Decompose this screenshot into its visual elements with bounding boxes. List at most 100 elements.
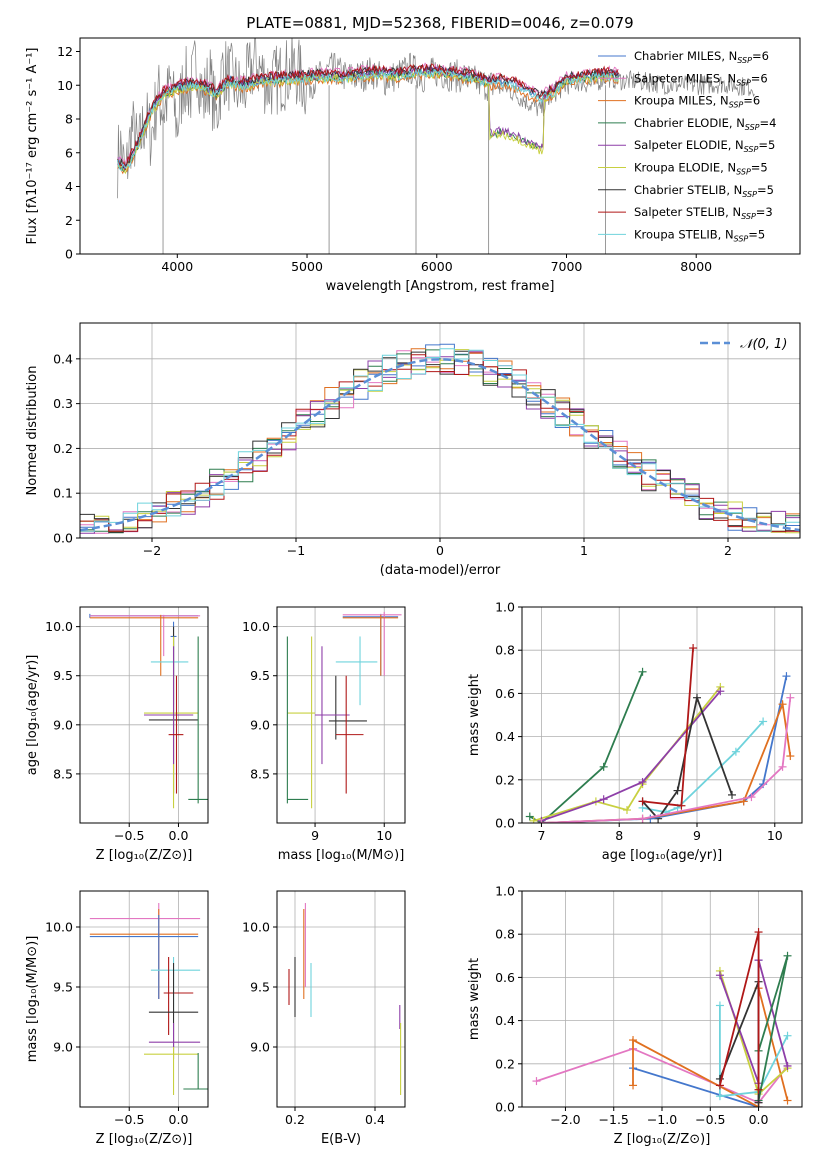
y-tick-label: 4 <box>65 179 73 194</box>
mass-weight-vs-z-grid <box>522 890 802 1108</box>
x-tick-label: −0.5 <box>695 1112 725 1127</box>
legend-entry: Kroupa MILES, NSSP=6 <box>634 94 760 110</box>
y-tick-label: 10 <box>57 78 73 93</box>
y-tick-label: 9.5 <box>250 980 270 995</box>
series-line <box>719 959 789 1084</box>
y-tick-label: 9.0 <box>53 717 73 732</box>
age-vs-mass-frame <box>276 606 406 824</box>
series-line <box>719 981 760 1103</box>
series-line <box>541 690 721 822</box>
x-tick-label: −2 <box>143 543 161 558</box>
y-tick-label: 8 <box>65 112 73 127</box>
spectrum-legend: Chabrier MILES, NSSP=6 Salpeter MILES, NS… <box>598 49 776 243</box>
errorbar-point <box>287 636 316 809</box>
x-tick-label: −1.5 <box>599 1112 629 1127</box>
series-line <box>536 1047 789 1104</box>
y-tick-label: 9.5 <box>250 668 270 683</box>
model-spectrum-line <box>117 63 619 171</box>
panel-mass-weight-vs-z: −2.0 −1.5 −1.0 −0.5 0.0 0.0 0.2 0.4 0.6 0.8 1.0 Z [… <box>467 884 803 1147</box>
mass-weight-vs-age-frame <box>521 606 803 824</box>
errorbar-point <box>183 1053 208 1090</box>
y-axis-label: age [log₁₀(age/yr)] <box>25 655 40 776</box>
x-tick-label: −0.5 <box>114 828 144 843</box>
x-tick-label: 2 <box>724 543 732 558</box>
y-tick-label: 9.5 <box>53 668 73 683</box>
y-tick-label: 0.6 <box>495 970 515 985</box>
series-line <box>642 647 694 807</box>
residuals-legend: 𝒩(0, 1) <box>700 337 787 352</box>
x-axis-label: mass [log₁₀(M/M⊙)] <box>278 848 405 863</box>
mass-weight-vs-z-marks <box>532 928 792 1107</box>
y-axis-label: Flux [fλ10⁻¹⁷ erg cm⁻² s⁻¹ A⁻¹] <box>25 48 40 245</box>
legend-entry: Chabrier STELIB, NSSP=5 <box>634 183 774 199</box>
x-tick-label: 4000 <box>161 259 193 274</box>
errorbar-point <box>335 636 378 706</box>
x-tick-label: −1.0 <box>647 1112 677 1127</box>
y-tick-label: 0.3 <box>53 396 73 411</box>
errorbar-point <box>286 636 309 804</box>
weight-series <box>715 956 792 1088</box>
errorbar-point <box>89 614 201 657</box>
y-tick-label: 0.6 <box>495 686 515 701</box>
legend-entry: Kroupa ELODIE, NSSP=5 <box>634 161 768 177</box>
x-tick-label: 0.0 <box>169 1112 189 1127</box>
panel-age-vs-mass: 9 10 8.5 9.0 9.5 10.0 mass [log₁₀(M/M⊙)] <box>242 606 406 863</box>
errorbar-point <box>148 1023 201 1059</box>
x-tick-label: 1 <box>580 543 588 558</box>
errorbar-point <box>335 675 364 794</box>
errorbar-point <box>342 614 399 676</box>
y-tick-label: 6 <box>65 145 73 160</box>
errorbar-point <box>89 614 199 676</box>
x-tick-label: 0.4 <box>365 1112 385 1127</box>
y-tick-label: 12 <box>57 44 73 59</box>
age-vs-z-grid <box>80 607 208 823</box>
panel-mass-vs-z: −0.5 0.0 9.0 9.5 10.0 Z [log₁₀(Z/Z⊙)] mass [lo… <box>25 890 209 1147</box>
panel-mass-vs-ebv: 0.2 0.4 9.0 9.5 10.0 E(B-V) <box>242 890 406 1147</box>
errorbar-point <box>144 646 194 765</box>
mass-vs-z-marks <box>89 903 208 1095</box>
legend-entry: Salpeter STELIB, NSSP=3 <box>634 205 773 221</box>
model-spectrum-line <box>117 64 619 169</box>
legend-entry: Chabrier ELODIE, NSSP=4 <box>634 116 776 132</box>
errorbar-point <box>89 903 201 999</box>
x-axis-label: (data-model)/error <box>380 563 501 578</box>
y-tick-label: 1.0 <box>495 600 515 615</box>
series-line <box>541 675 788 823</box>
model-spectrum-line <box>117 69 619 175</box>
y-tick-label: 0.0 <box>53 531 73 546</box>
y-tick-label: 0.0 <box>495 1100 515 1115</box>
errorbar-point <box>89 909 199 999</box>
y-tick-label: 0.2 <box>495 772 515 787</box>
weight-series <box>537 693 795 823</box>
series-line <box>719 1005 789 1098</box>
mass-vs-ebv-frame <box>276 890 406 1108</box>
errorbar-point <box>328 675 367 740</box>
y-tick-label: 10.0 <box>45 920 73 935</box>
y-tick-label: 0.4 <box>495 729 515 744</box>
mass-vs-z-grid <box>80 891 208 1107</box>
x-tick-label: 0.0 <box>169 828 189 843</box>
mass-weight-vs-age-grid <box>522 606 802 824</box>
x-tick-label: 0 <box>436 543 444 558</box>
mass-weight-vs-age-marks <box>525 644 795 823</box>
y-tick-label: 10.0 <box>242 920 270 935</box>
y-tick-label: 9.0 <box>250 717 270 732</box>
y-axis-label: mass weight <box>467 674 482 756</box>
x-tick-label: 7000 <box>551 259 583 274</box>
errorbar-point <box>188 636 208 804</box>
x-axis-label: wavelength [Angstrom, rest frame] <box>326 279 555 294</box>
x-tick-label: −1 <box>287 543 305 558</box>
errorbar-point <box>144 1047 199 1095</box>
y-tick-label: 0.4 <box>495 1013 515 1028</box>
series-line <box>541 700 792 823</box>
errorbar-point <box>163 957 194 1035</box>
y-tick-label: 10.0 <box>45 619 73 634</box>
mass-vs-ebv-marks <box>288 903 402 1095</box>
series-line <box>632 987 789 1107</box>
spectrum-frame <box>79 37 801 255</box>
y-tick-label: 9.0 <box>53 1040 73 1055</box>
weight-series <box>715 966 792 1099</box>
y-tick-label: 0.0 <box>495 816 515 831</box>
panel-mass-weight-vs-age: 7 8 9 10 0.0 0.2 0.4 0.6 0.8 1.0 age [log₁₀(age/yr… <box>467 600 803 863</box>
